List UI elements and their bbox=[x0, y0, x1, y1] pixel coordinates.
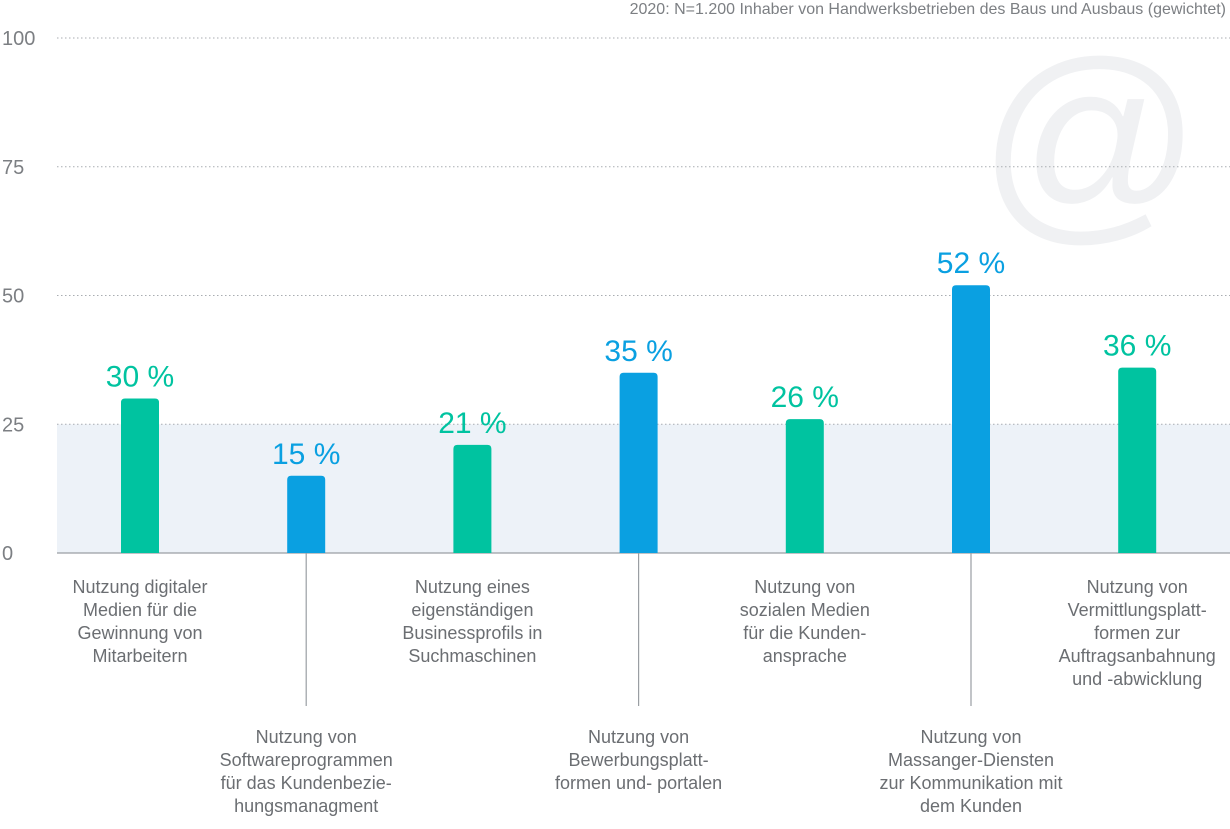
value-label: 15 % bbox=[272, 438, 340, 471]
bar bbox=[619, 372, 658, 553]
value-label: 26 % bbox=[771, 381, 839, 414]
category-label: Nutzung digitaler Medien für die Gewinnung… bbox=[72, 577, 207, 666]
category-label: Nutzung eines eigenständigen Businessprofi… bbox=[402, 577, 542, 666]
y-tick-label: 50 bbox=[2, 286, 24, 308]
value-label: 21 % bbox=[438, 407, 506, 440]
bar bbox=[287, 475, 326, 553]
value-label: 36 % bbox=[1103, 330, 1171, 363]
value-label: 30 % bbox=[106, 361, 174, 394]
bar bbox=[453, 444, 492, 553]
y-tick-label: 100 bbox=[2, 28, 35, 50]
value-label: 52 % bbox=[937, 247, 1005, 280]
value-label: 35 % bbox=[604, 335, 672, 368]
y-tick-label: 0 bbox=[2, 543, 13, 565]
category-label: Nutzung von sozialen Medien für die Kunden… bbox=[740, 577, 870, 666]
y-tick-label: 25 bbox=[2, 414, 24, 436]
bar bbox=[952, 285, 990, 553]
category-label: Nutzung von Massanger-Diensten zur Kommuni… bbox=[879, 727, 1062, 816]
at-sign-watermark-icon: @ bbox=[978, 16, 1201, 262]
y-tick-label: 75 bbox=[2, 157, 24, 179]
category-label: Nutzung von Vermittlungsplatt-formen zur A… bbox=[1059, 577, 1216, 689]
bar bbox=[121, 398, 159, 553]
category-label: Nutzung von Softwareprogrammen für das Kun… bbox=[220, 727, 393, 816]
bar bbox=[785, 419, 824, 553]
chart-note: 2020: N=1.200 Inhaber von Handwerksbetri… bbox=[629, 1, 1226, 18]
bar bbox=[1118, 367, 1157, 553]
category-label: Nutzung von Bewerbungsplatt-formen und- p… bbox=[555, 727, 722, 793]
